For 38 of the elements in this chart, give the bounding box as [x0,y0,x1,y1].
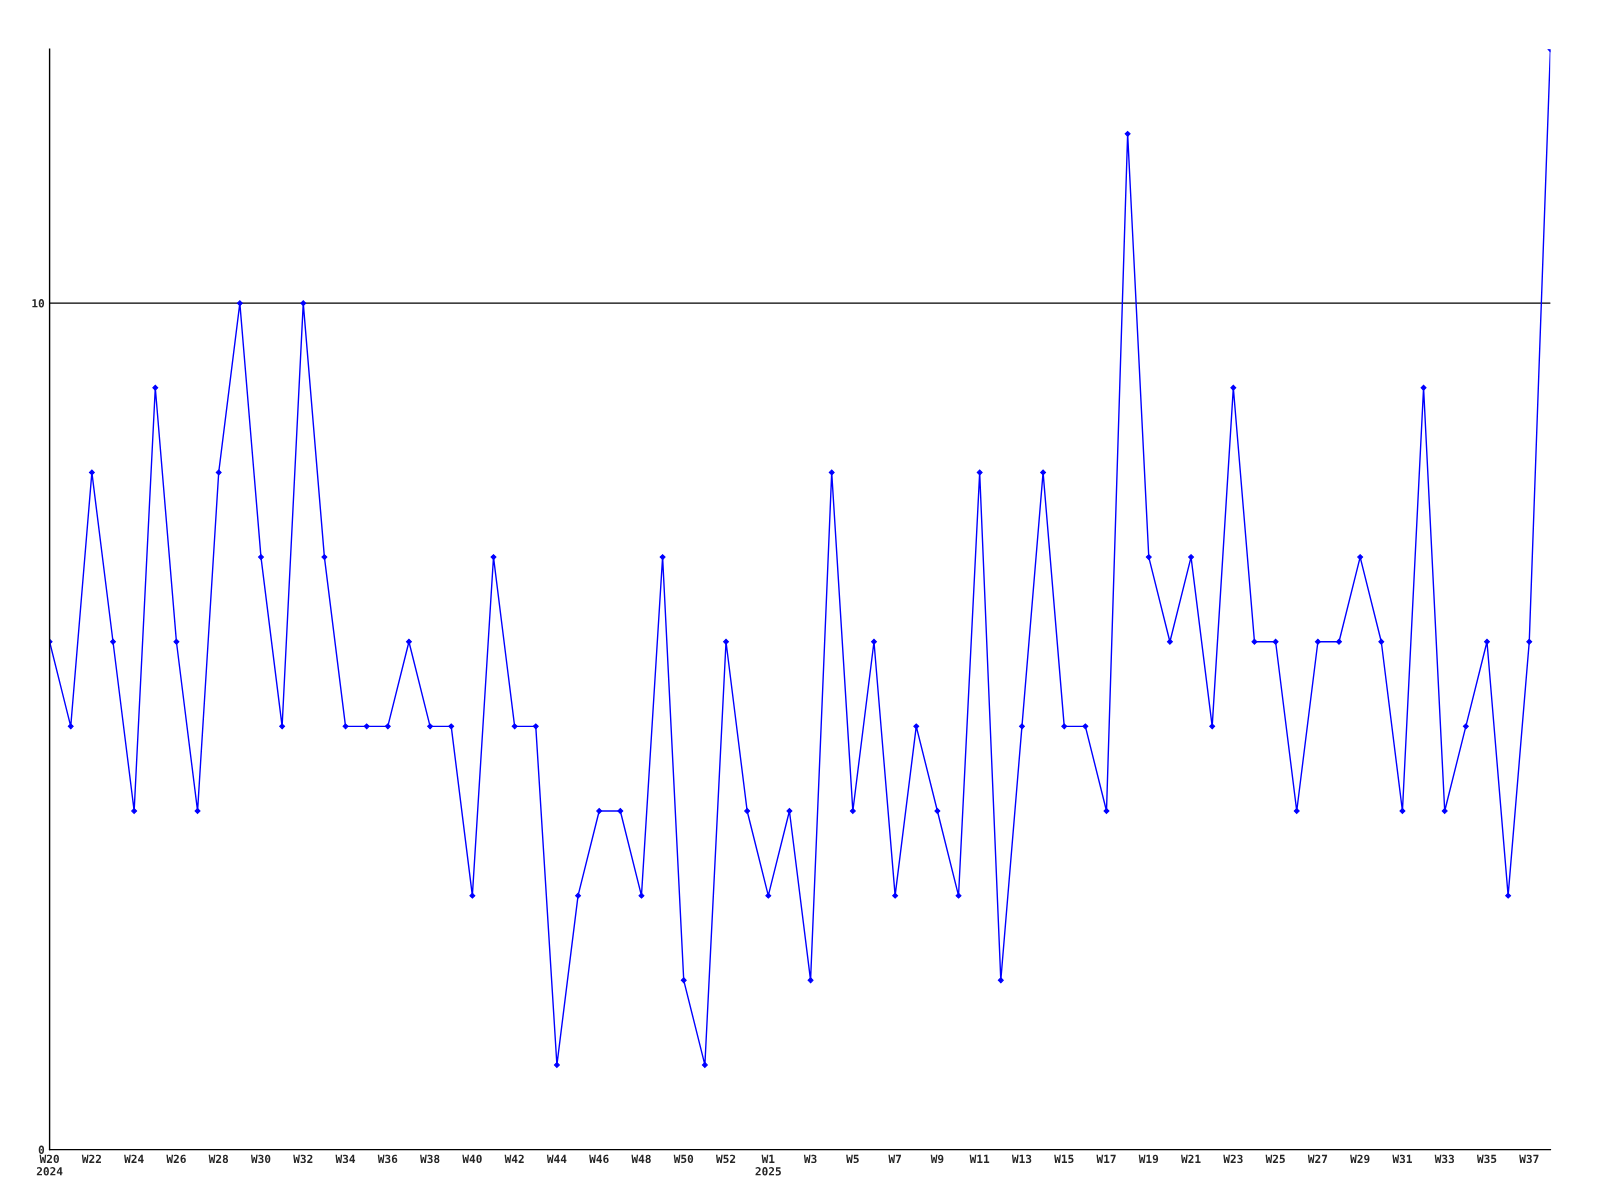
x-tick-label: W37 [1519,1154,1539,1164]
x-tick-label: W5 [846,1154,859,1164]
x-tick-label: W31 [1392,1154,1412,1164]
x-tick-label: W17 [1096,1154,1116,1163]
x-tick-label: W34 [335,1154,356,1164]
x-tick-label: W32 [293,1154,313,1164]
x-tick-label: W20 2024 [36,1154,63,1176]
x-tick-label: W50 [673,1154,694,1164]
x-tick-label: W48 [631,1154,651,1164]
y-tick-label: 0 [38,1145,45,1154]
x-tick-label: W13 [1011,1154,1032,1164]
x-tick-label: W44 [546,1154,567,1163]
x-tick-label: W9 [930,1154,944,1164]
x-tick-label: W36 [377,1154,398,1164]
x-tick-label: W22 [81,1154,101,1163]
x-tick-label: W25 [1265,1154,1285,1164]
x-tick-label: W38 [420,1154,440,1164]
x-tick-label: W24 [124,1154,144,1163]
x-tick-label: W42 [504,1154,524,1163]
x-tick-label: W26 [166,1154,186,1164]
x-tick-label: W3 [803,1154,817,1164]
x-tick-label: W30 [250,1154,271,1164]
x-tick-label: W46 [589,1154,609,1164]
x-tick-label: W7 [888,1154,901,1163]
x-tick-label: W1 2025 [755,1154,781,1176]
x-tick-label: W35 [1476,1154,1497,1164]
y-tick-label: 10 [32,299,45,308]
x-tick-label: W40 [462,1154,482,1164]
x-tick-label: W29 [1350,1154,1370,1164]
x-tick-label: W52 [715,1154,736,1164]
x-tick-label: W19 [1138,1154,1159,1164]
x-tick-label: W28 [208,1154,229,1164]
x-tick-label: W27 [1307,1154,1328,1163]
x-tick-label: W23 [1223,1154,1243,1164]
x-tick-label: W15 [1054,1154,1074,1164]
x-tick-label: W11 [969,1154,990,1163]
x-tick-label: W21 [1181,1154,1201,1163]
x-tick-label: W33 [1434,1154,1455,1164]
